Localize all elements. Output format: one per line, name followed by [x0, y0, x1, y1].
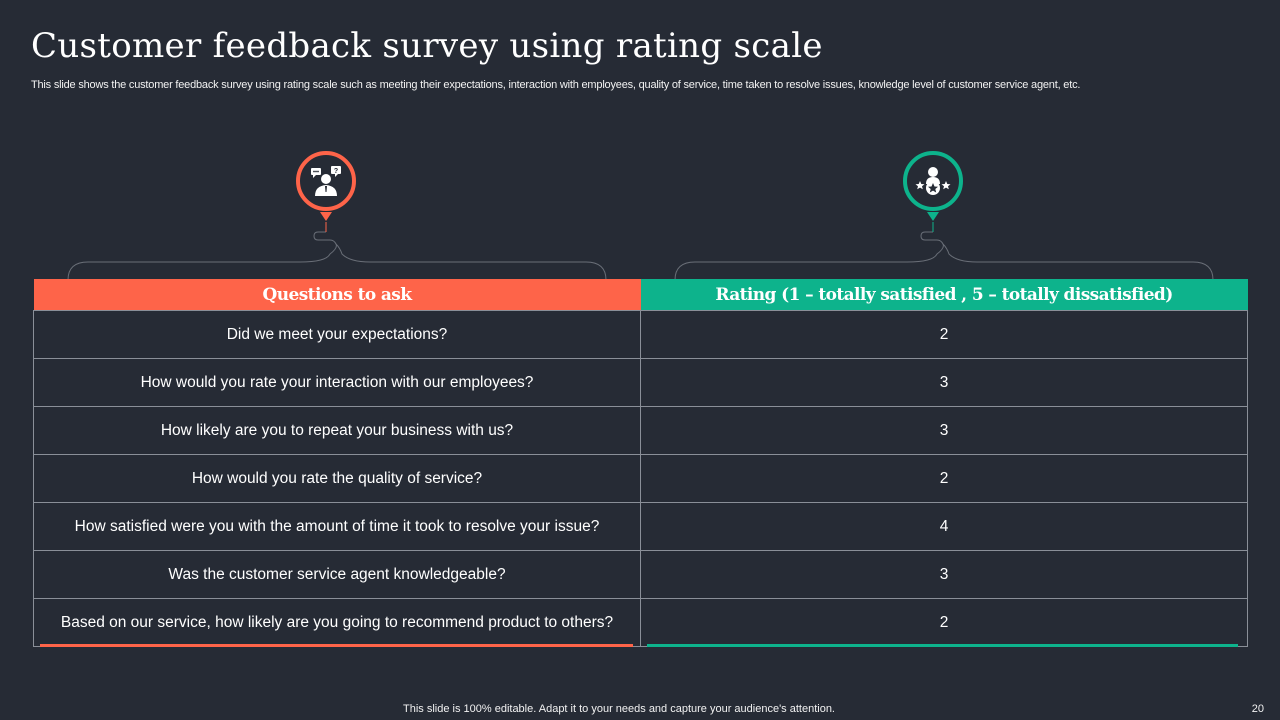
rating-cell: 3 [640, 550, 1248, 599]
question-cell: Based on our service, how likely are you… [33, 598, 641, 647]
table-header-row: Questions to ask Rating (1 – totally sat… [33, 279, 1248, 311]
table-row: Did we meet your expectations? 2 [33, 310, 1248, 359]
rating-accent-bar [647, 644, 1238, 647]
rating-header: Rating (1 – totally satisfied , 5 – tota… [640, 279, 1248, 311]
footer-note: This slide is 100% editable. Adapt it to… [403, 703, 835, 715]
question-cell: Was the customer service agent knowledge… [33, 550, 641, 599]
table-row: Based on our service, how likely are you… [33, 598, 1248, 647]
rating-cell: 2 [640, 310, 1248, 359]
table-row: Was the customer service agent knowledge… [33, 550, 1248, 599]
rating-cell: 3 [640, 406, 1248, 455]
table-row: How satisfied were you with the amount o… [33, 502, 1248, 551]
left-brace-connector [67, 222, 607, 281]
question-cell: How satisfied were you with the amount o… [33, 502, 641, 551]
slide-subtitle: This slide shows the customer feedback s… [31, 79, 1081, 91]
rating-cell: 2 [640, 454, 1248, 503]
page-number: 20 [1251, 703, 1264, 715]
customer-questions-icon: ? [296, 151, 356, 211]
questions-accent-bar [40, 644, 633, 647]
rating-pin [903, 151, 963, 221]
questions-pin: ? [296, 151, 356, 221]
right-brace-connector [674, 222, 1214, 281]
rating-cell: 4 [640, 502, 1248, 551]
rating-stars-agent-icon [903, 151, 963, 211]
question-cell: How would you rate the quality of servic… [33, 454, 641, 503]
question-cell: How likely are you to repeat your busine… [33, 406, 641, 455]
question-cell: How would you rate your interaction with… [33, 358, 641, 407]
question-cell: Did we meet your expectations? [33, 310, 641, 359]
rating-cell: 2 [640, 598, 1248, 647]
table-row: How would you rate the quality of servic… [33, 454, 1248, 503]
survey-table: Questions to ask Rating (1 – totally sat… [33, 279, 1248, 647]
svg-text:?: ? [334, 168, 338, 175]
table-row: How would you rate your interaction with… [33, 358, 1248, 407]
rating-cell: 3 [640, 358, 1248, 407]
questions-header: Questions to ask [33, 279, 641, 311]
table-row: How likely are you to repeat your busine… [33, 406, 1248, 455]
slide-title: Customer feedback survey using rating sc… [31, 26, 823, 66]
